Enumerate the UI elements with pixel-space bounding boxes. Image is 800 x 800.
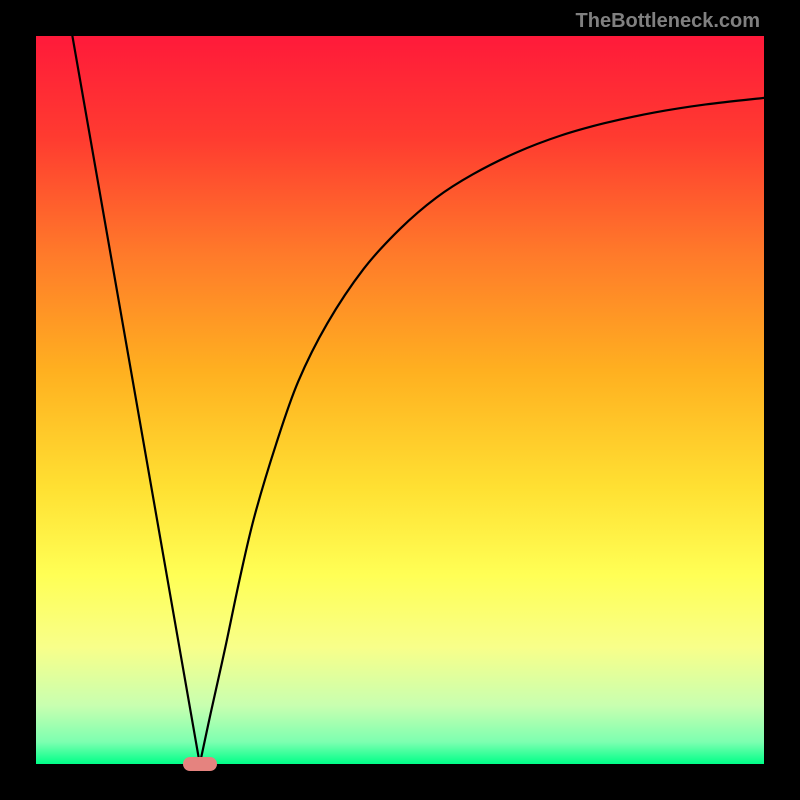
plot-area: [36, 36, 764, 764]
watermark-text: TheBottleneck.com: [576, 10, 760, 33]
gradient-background: [36, 36, 764, 764]
minimum-marker: [183, 757, 217, 771]
chart-container: TheBottleneck.com: [0, 0, 800, 800]
plot-svg: [36, 36, 764, 764]
